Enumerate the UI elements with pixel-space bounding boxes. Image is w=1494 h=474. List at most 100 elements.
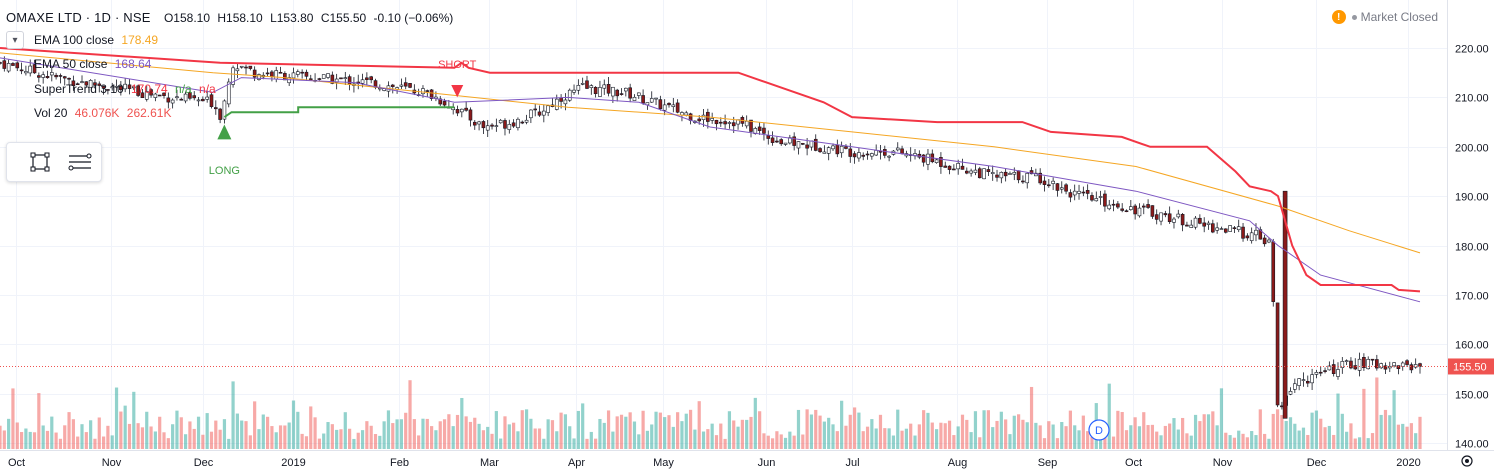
candle-body: [766, 135, 771, 139]
volume-bar: [986, 410, 990, 449]
price-tick-label: 180.00: [1455, 242, 1489, 254]
volume-bar: [1215, 425, 1219, 449]
time-tick-label: 2020: [1396, 457, 1420, 469]
candle-body: [248, 65, 253, 69]
candle-body: [1223, 228, 1228, 233]
volume-bar: [878, 414, 883, 449]
volume-bar: [706, 429, 710, 449]
volume-bar: [952, 435, 956, 449]
volume-bar: [58, 438, 63, 449]
time-tick-label: May: [653, 457, 674, 469]
candle-body: [1254, 229, 1258, 236]
candle-body: [649, 98, 654, 103]
legend-ema100[interactable]: EMA 100 close 178.49: [34, 33, 158, 47]
volume-bar: [969, 432, 973, 449]
volume-bar: [1193, 414, 1198, 449]
volume-bar: [917, 424, 921, 449]
supertrend-na-2: n/a: [199, 82, 216, 96]
volume-bar: [291, 400, 296, 449]
candle-body: [283, 73, 287, 81]
volume-bar: [283, 425, 287, 449]
candle-body: [54, 74, 58, 78]
candle-body: [110, 86, 115, 89]
volume-bar: [1146, 425, 1150, 449]
volume-bar: [300, 433, 304, 449]
candle-body: [347, 76, 352, 85]
candle-body: [153, 93, 158, 98]
volume-bar: [848, 414, 852, 449]
legend-ema50[interactable]: EMA 50 close 168.64: [34, 57, 151, 71]
candle-body: [1392, 362, 1396, 367]
volume-bar: [1366, 438, 1370, 449]
volume-bar: [322, 433, 326, 449]
candle-body: [1081, 191, 1086, 194]
legend-collapse-button[interactable]: ▾: [6, 31, 24, 49]
candle-body: [498, 119, 503, 124]
candle-body: [559, 97, 563, 102]
volume-bar: [1029, 386, 1034, 449]
volume-bar: [360, 430, 365, 449]
volume-bar: [421, 418, 425, 449]
volume-bar: [183, 434, 188, 449]
candle-body: [554, 98, 559, 110]
volume-bar: [1004, 419, 1008, 449]
volume-bar: [1133, 417, 1137, 449]
candle-body: [585, 80, 589, 89]
candle-body: [654, 97, 658, 100]
volume-bar: [171, 424, 175, 449]
candle-body: [1310, 374, 1314, 384]
volume-bar: [373, 434, 378, 449]
candle-body: [1003, 171, 1008, 177]
volume-bar: [335, 429, 339, 449]
candle-body: [455, 109, 460, 114]
volume-bar: [822, 421, 826, 449]
symbol-title[interactable]: OMAXE LTD · 1D · NSE: [6, 10, 151, 25]
volume-bar: [1345, 431, 1349, 449]
candle-body: [1396, 365, 1401, 370]
candle-body: [339, 77, 343, 80]
volume-bar: [788, 431, 792, 449]
volume-bar: [537, 428, 542, 449]
volume-bar: [175, 410, 179, 449]
candle-body: [11, 63, 15, 66]
candle-body: [835, 144, 840, 155]
candle-body: [308, 78, 313, 81]
indicator-lines: [0, 47, 1421, 303]
candle-body: [1211, 223, 1215, 233]
legend-supertrend[interactable]: SuperTrend 3 10 170.74 n/a n/a: [34, 82, 216, 96]
candle-body: [196, 99, 201, 102]
candle-body: [589, 85, 594, 88]
candle-body: [1029, 170, 1034, 175]
candle-body: [49, 72, 54, 76]
volume-bar: [287, 422, 291, 449]
candle-body: [874, 150, 878, 156]
rectangle-tool-button[interactable]: [27, 149, 53, 175]
candle-body: [1137, 207, 1142, 217]
volume-bar: [999, 411, 1003, 449]
candle-body: [1025, 173, 1030, 184]
volume-bar: [231, 381, 235, 449]
candle-body: [511, 122, 516, 127]
candle-body: [274, 70, 279, 80]
volume-bar: [658, 412, 662, 449]
volume-bar: [481, 430, 486, 449]
candle-body: [960, 165, 965, 170]
lines-tool-button[interactable]: [67, 149, 93, 175]
candle-body: [1340, 361, 1345, 368]
price-tick-label: 150.00: [1455, 390, 1489, 402]
symbol-header: OMAXE LTD · 1D · NSE O158.10 H158.10 L15…: [6, 10, 457, 25]
volume-bar: [1340, 413, 1344, 449]
price-tick-label: 160.00: [1455, 340, 1489, 352]
legend-volume[interactable]: Vol 20 46.076K 262.61K: [34, 106, 172, 120]
candle-body: [982, 168, 986, 180]
candle-body: [1370, 358, 1375, 361]
volume-bar: [145, 411, 149, 449]
volume-bar: [1211, 411, 1215, 449]
candle-body: [1059, 187, 1064, 190]
volume-bar: [719, 423, 723, 449]
market-status[interactable]: ! Market Closed: [1331, 10, 1438, 24]
candle-body: [1111, 203, 1116, 206]
volume-bar: [740, 419, 744, 449]
candle-body: [226, 81, 231, 105]
